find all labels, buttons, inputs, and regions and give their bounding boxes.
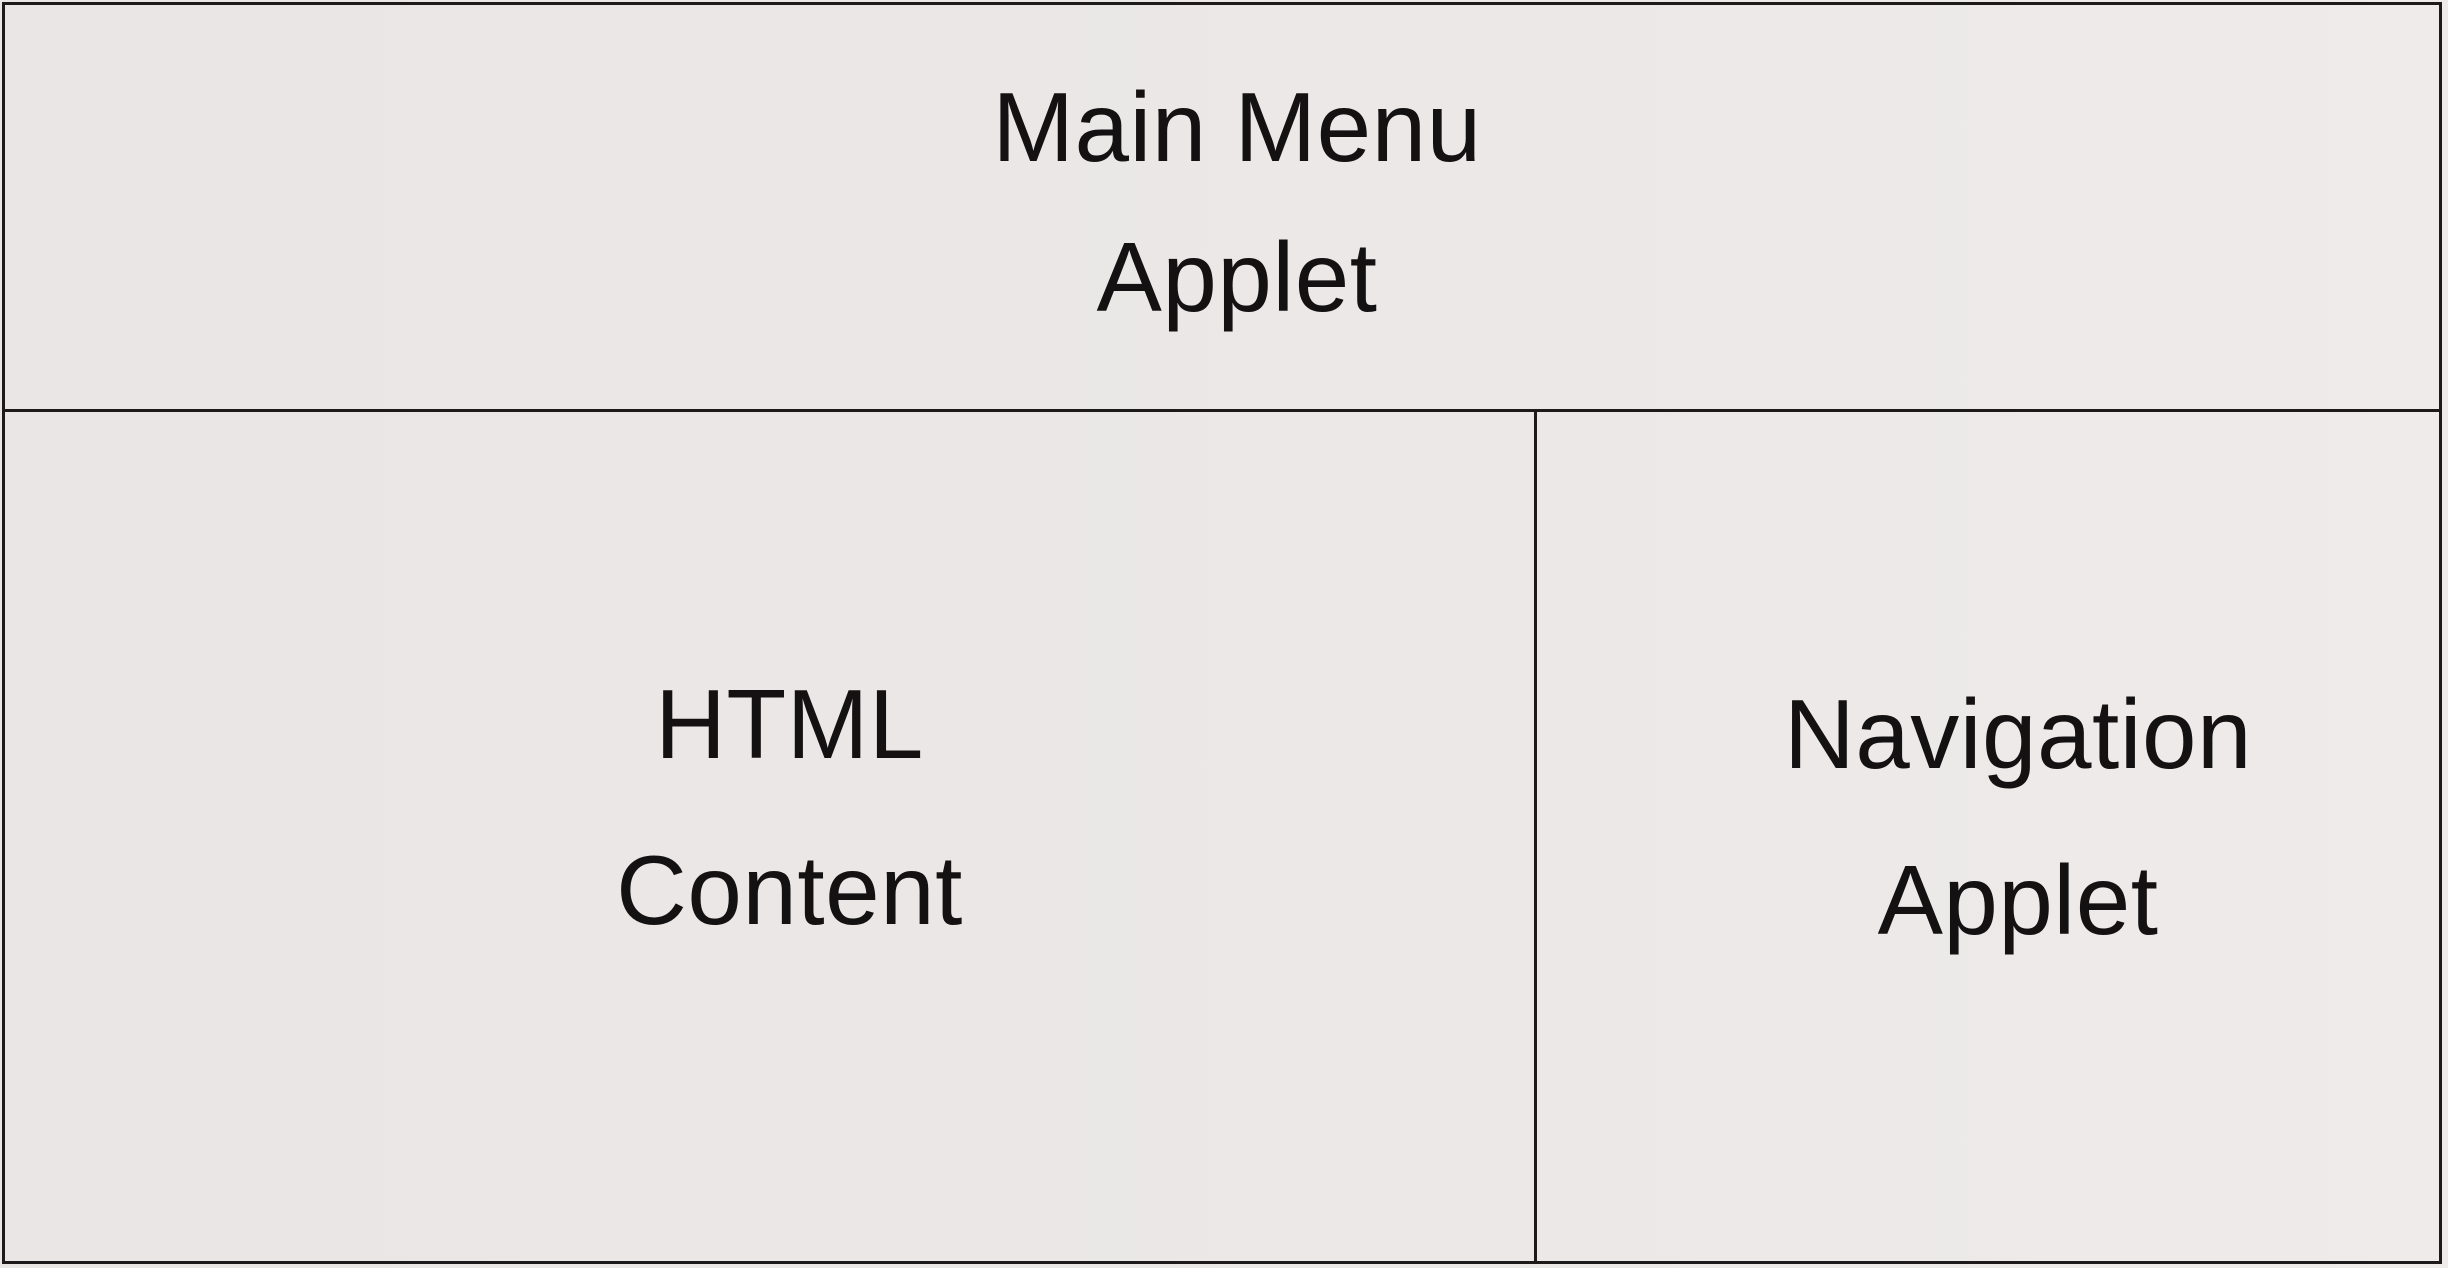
main-menu-applet-region: Main Menu Applet [5, 5, 2439, 412]
main-menu-applet-label: Main Menu Applet [992, 52, 1481, 352]
html-content-label-line-1: HTML [655, 668, 924, 779]
main-menu-label-line-1: Main Menu [992, 72, 1482, 182]
html-content-label-line-2: Content [616, 834, 963, 945]
html-content-label: HTML Content [616, 641, 963, 973]
navigation-applet-label: Navigation Applet [1784, 651, 2252, 983]
main-menu-label-line-2: Applet [1096, 222, 1378, 332]
html-content-region: HTML Content [5, 412, 1537, 1261]
navigation-label-line-2: Applet [1877, 844, 2159, 955]
navigation-applet-region: Navigation Applet [1537, 412, 2439, 1261]
navigation-label-line-1: Navigation [1783, 678, 2253, 789]
